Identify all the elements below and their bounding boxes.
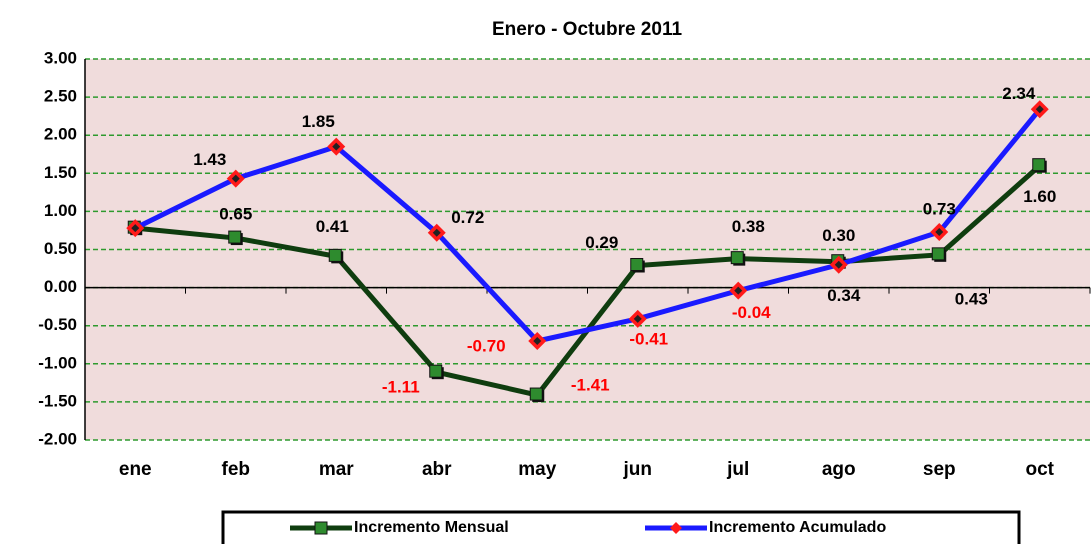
y-tick-label: -1.00: [38, 353, 77, 372]
x-tick-label: jun: [623, 459, 653, 480]
data-label: 0.34: [827, 286, 861, 305]
legend-label: Incremento Mensual: [354, 519, 509, 536]
marker: [429, 364, 443, 378]
x-tick-label: abr: [422, 459, 452, 480]
marker: [734, 286, 743, 295]
data-label: -1.41: [571, 376, 610, 395]
legend-marker: [314, 521, 328, 535]
marker: [935, 227, 944, 236]
y-tick-label: 0.00: [44, 277, 77, 296]
data-label: -0.41: [629, 329, 668, 348]
data-label: 0.72: [451, 208, 484, 227]
data-label: 0.30: [822, 226, 855, 245]
data-label: 0.41: [316, 217, 349, 236]
marker: [231, 174, 240, 183]
plot-area: [85, 59, 1090, 440]
series-line: [134, 107, 1042, 344]
data-label: 1.43: [193, 150, 226, 169]
legend-label: Incremento Acumulado: [709, 519, 886, 536]
x-tick-label: mar: [319, 459, 354, 480]
x-tick-label: sep: [923, 459, 956, 480]
data-label: 0.43: [955, 289, 988, 308]
marker: [533, 336, 542, 345]
marker: [834, 260, 843, 269]
y-tick-label: 3.00: [44, 48, 77, 67]
marker: [1035, 105, 1044, 114]
marker: [931, 247, 945, 261]
marker: [1032, 158, 1046, 172]
data-label: 1.60: [1023, 187, 1056, 206]
x-tick-label: may: [518, 459, 556, 480]
data-label: 0.65: [219, 205, 252, 224]
chart-title: Enero - Octubre 2011: [492, 19, 683, 40]
y-tick-label: 1.50: [44, 163, 77, 182]
data-label: 0.38: [732, 217, 765, 236]
x-tick-label: feb: [222, 459, 251, 480]
data-label: 0.73: [923, 199, 956, 218]
x-tick-label: ago: [822, 459, 856, 480]
data-label: 0.29: [585, 233, 618, 252]
data-label: -0.70: [467, 336, 506, 355]
marker: [328, 248, 342, 262]
marker: [529, 387, 543, 401]
data-label: 2.34: [1002, 84, 1036, 103]
legend-marker: [670, 522, 682, 534]
data-label: -0.04: [732, 303, 771, 322]
y-tick-label: 2.00: [44, 125, 77, 144]
x-tick-label: ene: [119, 459, 152, 480]
marker: [630, 258, 644, 272]
marker: [131, 224, 140, 233]
legend: [221, 510, 1021, 544]
data-label: 1.85: [302, 112, 335, 131]
marker: [432, 228, 441, 237]
data-label: -1.11: [382, 378, 420, 397]
y-tick-label: -1.50: [38, 391, 77, 410]
y-tick-label: 1.00: [44, 201, 77, 220]
marker: [730, 251, 744, 265]
y-tick-label: 2.50: [44, 87, 77, 106]
y-tick-label: -0.50: [38, 315, 77, 334]
marker: [332, 142, 341, 151]
marker: [633, 314, 642, 323]
x-tick-label: oct: [1026, 459, 1055, 480]
y-tick-label: 0.50: [44, 239, 77, 258]
y-tick-label: -2.00: [38, 429, 77, 448]
x-tick-label: jul: [726, 459, 749, 480]
marker: [228, 230, 242, 244]
